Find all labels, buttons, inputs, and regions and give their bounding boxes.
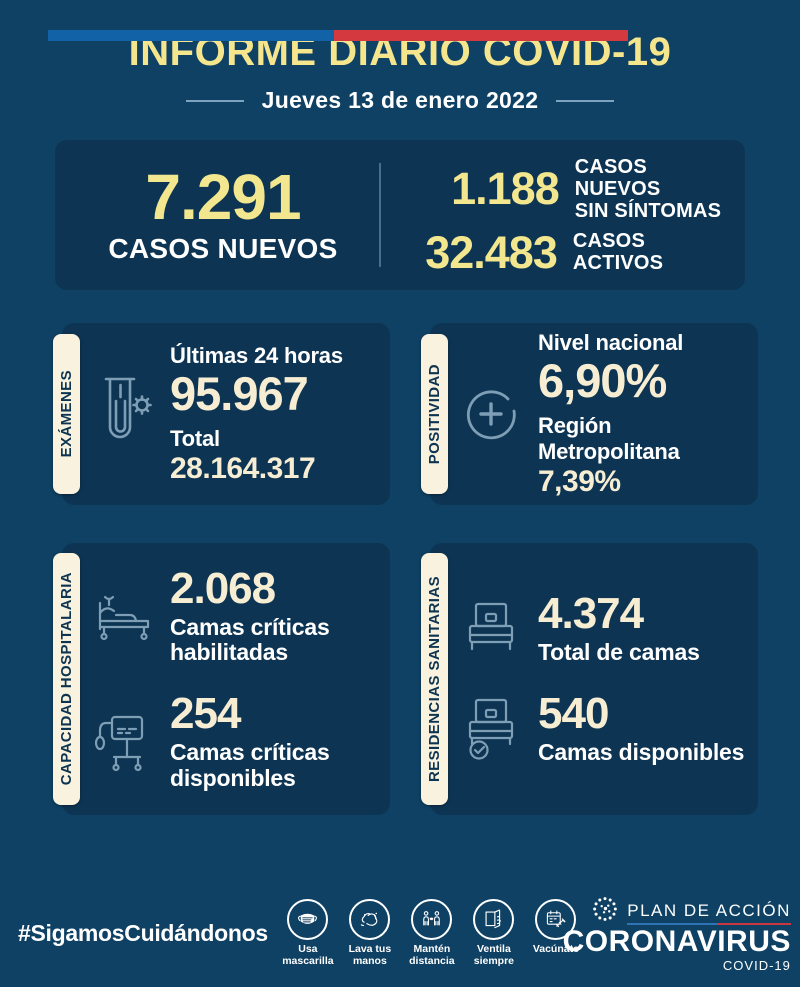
distance-icon <box>411 898 453 940</box>
camas-disponibles-res-label: Camas disponibles <box>538 739 745 765</box>
cards-row-1: EXÁMENES Últimas 24 horas 95.967 Total 2… <box>53 323 758 505</box>
summary-divider <box>379 163 381 267</box>
new-cases-value: 7.291 <box>145 161 301 233</box>
camas-disponibles-value: 254 <box>170 689 241 738</box>
positividad-rm-label: Región Metropolitana <box>538 413 680 465</box>
card-positividad: POSITIVIDAD Nivel nacional 6,90% Región … <box>421 323 758 505</box>
date-line: Jueves 13 de enero 2022 <box>0 87 800 114</box>
camas-disponibles-label: Camas críticas disponibles <box>170 739 330 791</box>
card-capacidad-hospitalaria: CAPACIDAD HOSPITALARIA <box>53 543 390 815</box>
flag-red-segment <box>334 30 628 41</box>
summary-panel: 7.291 CASOS NUEVOS 1.188 CASOS NUEVOS SI… <box>55 140 745 290</box>
bed-check-icon <box>460 696 522 762</box>
tab-capacidad-hospitalaria: CAPACIDAD HOSPITALARIA <box>53 553 80 805</box>
plus-circle-icon <box>460 385 522 443</box>
active-cases-row: 32.483 CASOS ACTIVOS <box>393 230 727 275</box>
measure-vaccine: Vacúnate <box>526 898 586 967</box>
summary-right-block: 1.188 CASOS NUEVOS SIN SÍNTOMAS 32.483 C… <box>387 156 727 275</box>
virus-icon <box>589 893 621 925</box>
hospital-bed-icon <box>92 585 154 647</box>
vaccine-icon <box>535 898 577 940</box>
covid19-sub: COVID-19 <box>722 958 791 973</box>
report-date: Jueves 13 de enero 2022 <box>261 87 539 113</box>
examenes-total-label: Total <box>170 426 220 452</box>
asymptomatic-cases-label: CASOS NUEVOS SIN SÍNTOMAS <box>574 155 722 222</box>
plan-de-accion-text: PLAN DE ACCIÓN <box>627 901 791 920</box>
asymptomatic-cases-row: 1.188 CASOS NUEVOS SIN SÍNTOMAS <box>393 156 727 222</box>
mask-icon <box>287 898 329 940</box>
active-cases-value: 32.483 <box>425 226 558 278</box>
footer: #SigamosCuidándonos Usa mascarilla <box>0 888 800 978</box>
card-residencias-sanitarias: RESIDENCIAS SANITARIAS 4.374 <box>421 543 758 815</box>
examenes-24h-value: 95.967 <box>170 366 309 420</box>
date-rule-right <box>556 99 615 102</box>
total-camas-group: 4.374 Total de camas <box>460 592 750 666</box>
coronavirus-brand: CORONAVIRUS <box>562 925 791 958</box>
tab-residencias-sanitarias: RESIDENCIAS SANITARIAS <box>421 553 448 805</box>
flag-bar <box>48 30 628 41</box>
camas-disponibles-group: 254 Camas críticas disponibles <box>92 692 382 792</box>
ventilate-icon <box>473 898 515 940</box>
plan-rule <box>627 923 791 925</box>
ventilator-icon <box>92 709 154 775</box>
flag-blue-segment <box>48 30 334 41</box>
measure-ventilate-label: Ventila siempre <box>473 942 515 967</box>
tab-positividad: POSITIVIDAD <box>421 334 448 494</box>
total-camas-label: Total de camas <box>538 639 700 666</box>
total-camas-value: 4.374 <box>538 589 644 639</box>
camas-disponibles-res-value: 540 <box>538 689 609 738</box>
camas-habilitadas-label: Camas críticas habilitadas <box>170 613 330 666</box>
new-cases-label: CASOS NUEVOS <box>108 233 338 264</box>
plan-de-accion-logo: PLAN DE ACCIÓN CORONAVIRUS COVID-19 <box>563 893 791 973</box>
test-tube-virus-icon <box>92 371 154 457</box>
positividad-nacional-value: 6,90% <box>538 353 667 407</box>
campaign-hashtag: #SigamosCuidándonos <box>18 919 268 946</box>
camas-habilitadas-group: 2.068 Camas críticas habilitadas <box>92 563 382 667</box>
measure-mask-label: Usa mascarilla <box>282 942 334 967</box>
tab-examenes: EXÁMENES <box>53 334 80 494</box>
measure-vaccine-label: Vacúnate <box>532 942 579 955</box>
camas-habilitadas-value: 2.068 <box>170 563 276 613</box>
positividad-nacional-label: Nivel nacional <box>538 329 684 355</box>
camas-disponibles-res-group: 540 Camas disponibles <box>460 692 750 766</box>
wash-hands-icon <box>349 898 391 940</box>
examenes-24h-label: Últimas 24 horas <box>170 342 343 368</box>
measure-distance-label: Mantén distancia <box>409 942 455 967</box>
examenes-total-value: 28.164.317 <box>170 452 316 486</box>
positividad-rm-value: 7,39% <box>538 465 621 499</box>
cards-row-2: CAPACIDAD HOSPITALARIA <box>53 543 758 815</box>
date-rule-left <box>185 99 244 102</box>
bed-icon <box>460 598 522 660</box>
new-cases-block: 7.291 CASOS NUEVOS <box>73 165 373 265</box>
measure-wash-hands-label: Lava tus manos <box>348 942 392 967</box>
asymptomatic-cases-value: 1.188 <box>451 163 560 214</box>
active-cases-label: CASOS ACTIVOS <box>572 230 664 274</box>
card-examenes: EXÁMENES Últimas 24 horas 95.967 Total 2… <box>53 323 390 505</box>
